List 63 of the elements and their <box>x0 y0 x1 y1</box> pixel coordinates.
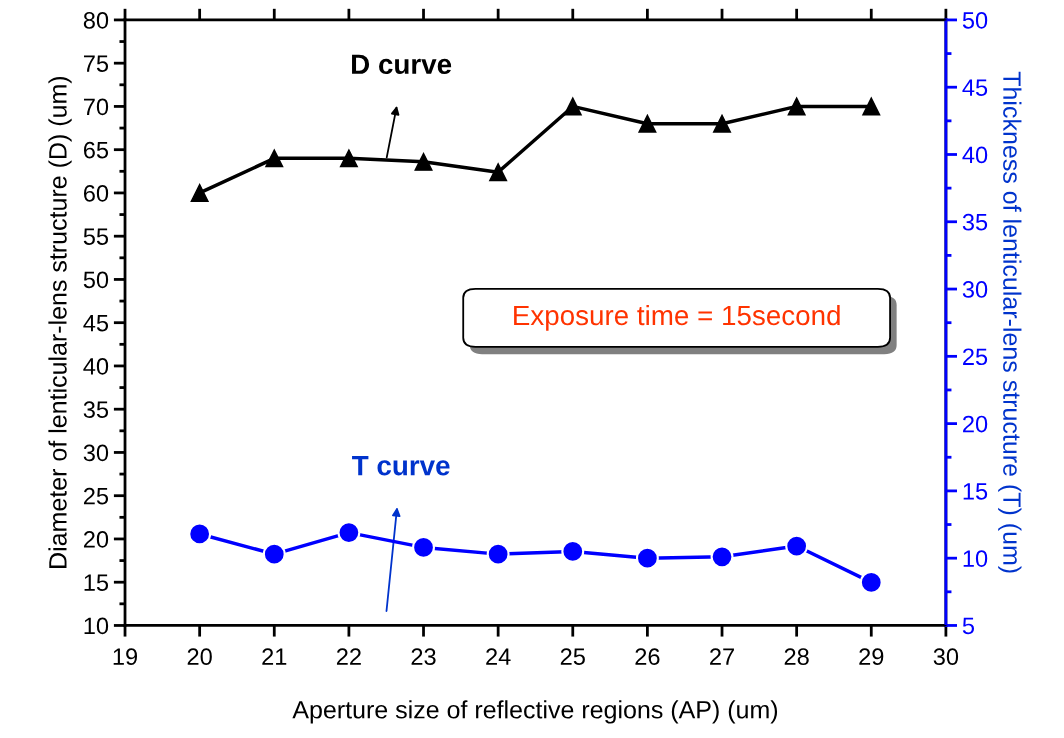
y2-tick-label: 40 <box>962 146 988 164</box>
y-tick-label: 80 <box>83 11 109 29</box>
point <box>337 521 361 545</box>
y-tick-label: 50 <box>83 271 109 289</box>
y-tick-label: 15 <box>84 574 109 591</box>
y2-tick-label: 15 <box>963 483 988 500</box>
x-tick-label: 30 <box>933 648 959 666</box>
y-tick-label: 30 <box>83 444 109 462</box>
y-tick-label: 10 <box>84 617 109 635</box>
x-tick-label: 22 <box>336 648 361 665</box>
point <box>412 535 435 559</box>
y2-tick-label: 20 <box>963 415 988 433</box>
x-tick-label: 20 <box>187 648 212 666</box>
point <box>414 152 433 171</box>
y2-axis-title: Thickness of lenticular-lens structure (T) (um) <box>998 71 1022 573</box>
x-tick-label: 28 <box>784 648 809 666</box>
x-tick-label: 23 <box>411 648 436 666</box>
point <box>563 97 582 116</box>
point <box>710 545 734 569</box>
y-tick-label: 55 <box>83 228 109 245</box>
y-tick-label: 70 <box>84 98 109 116</box>
point <box>190 183 209 202</box>
point <box>262 542 286 566</box>
point <box>339 149 358 168</box>
x-tick-label: 21 <box>262 648 287 665</box>
x-tick-label: 25 <box>560 648 585 666</box>
y2-tick-label: 50 <box>962 11 988 29</box>
y-tick-label: 35 <box>83 401 109 418</box>
y2-tick-label: 10 <box>963 550 988 567</box>
y-tick-label: 65 <box>83 141 109 159</box>
y2-tick-label: 45 <box>962 79 988 96</box>
point <box>787 97 806 116</box>
x-tick-label: 19 <box>113 648 138 666</box>
y-tick-label: 20 <box>83 531 109 548</box>
point <box>561 539 585 563</box>
point <box>489 163 508 182</box>
point <box>785 534 809 558</box>
annotation: Exposure time = 15second <box>514 304 840 331</box>
point <box>859 570 883 594</box>
series-label: T curve <box>352 456 450 476</box>
point <box>635 546 659 570</box>
x-tick-label: 27 <box>710 648 734 665</box>
point <box>638 114 657 133</box>
y-tick-label: 60 <box>83 185 109 202</box>
y2-tick-label: 30 <box>962 281 988 298</box>
x-tick-label: 24 <box>486 648 511 665</box>
y-tick-label: 25 <box>83 487 109 505</box>
x-axis-title: Aperture size of reflective regions (AP) (um) <box>292 700 778 724</box>
x-tick-label: 26 <box>635 648 660 666</box>
point <box>712 114 732 133</box>
y-tick-label: 40 <box>83 358 109 375</box>
x-tick-label: 29 <box>859 648 884 666</box>
y2-tick-label: 5 <box>962 617 975 635</box>
y2-tick-label: 25 <box>963 348 988 366</box>
y-tick-label: 75 <box>84 55 109 72</box>
y-axis-title: Diameter of lenticular-lens structure (D) (um) <box>48 76 72 568</box>
point <box>265 149 284 168</box>
y2-tick-label: 35 <box>962 213 988 231</box>
point <box>862 97 881 116</box>
y-tick-label: 45 <box>83 315 109 332</box>
point <box>188 522 212 546</box>
text: D curve <box>352 54 452 75</box>
point <box>486 542 510 566</box>
